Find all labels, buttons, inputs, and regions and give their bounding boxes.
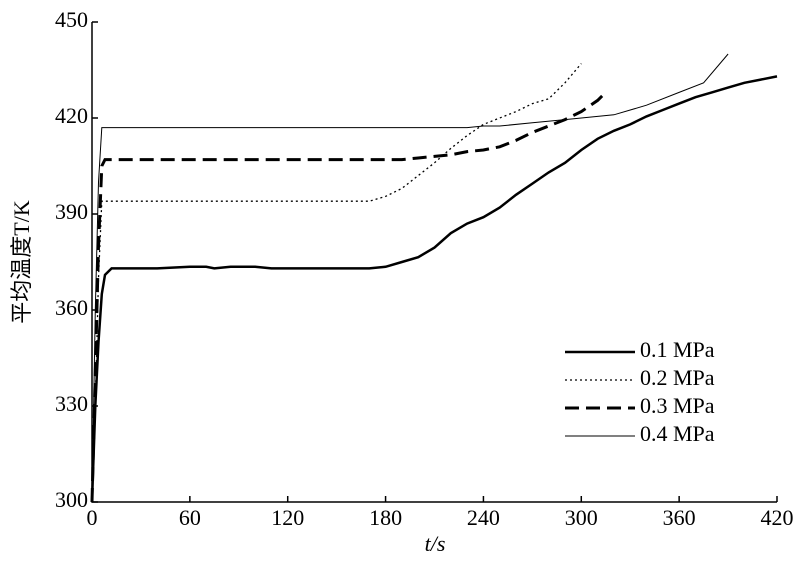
series-line: [91, 53, 729, 503]
x-tick-label: 0: [87, 505, 98, 530]
legend-label: 0.4 MPa: [640, 421, 715, 446]
y-tick-label: 420: [55, 103, 88, 128]
x-tick-label: 300: [565, 505, 598, 530]
y-axis-label: 平均温度T/K: [9, 200, 34, 324]
x-tick-label: 420: [761, 505, 794, 530]
x-tick-label: 120: [271, 505, 304, 530]
y-tick-label: 450: [55, 7, 88, 32]
y-tick-label: 390: [55, 199, 88, 224]
x-axis-label: t/s: [425, 531, 446, 556]
x-tick-label: 180: [369, 505, 402, 530]
y-tick-label: 330: [55, 391, 88, 416]
x-tick-label: 360: [663, 505, 696, 530]
legend-label: 0.2 MPa: [640, 365, 715, 390]
series-line: [91, 63, 582, 503]
series-line: [90, 75, 778, 503]
y-tick-label: 360: [55, 295, 88, 320]
y-tick-label: 300: [55, 487, 88, 512]
x-tick-label: 60: [179, 505, 201, 530]
legend-label: 0.1 MPa: [640, 337, 715, 362]
x-tick-label: 240: [467, 505, 500, 530]
series-line: [90, 91, 607, 503]
legend-label: 0.3 MPa: [640, 393, 715, 418]
